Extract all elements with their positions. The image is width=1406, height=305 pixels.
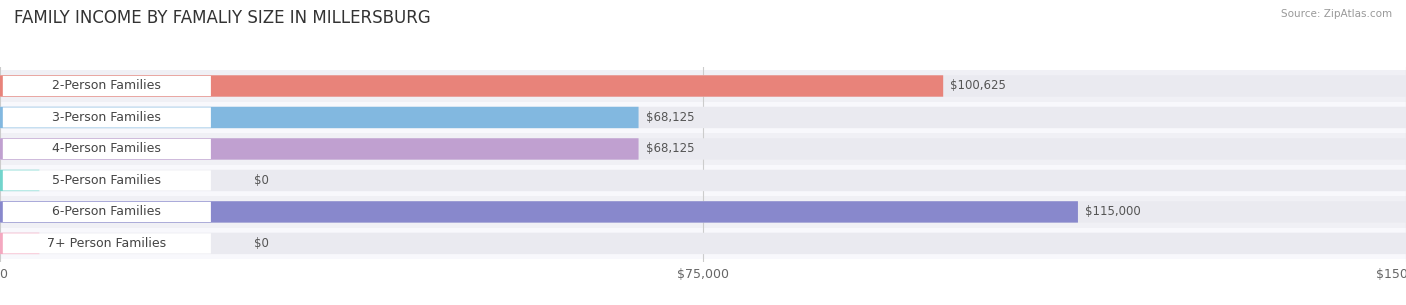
FancyBboxPatch shape: [0, 107, 638, 128]
FancyBboxPatch shape: [0, 233, 39, 254]
FancyBboxPatch shape: [3, 202, 211, 222]
FancyBboxPatch shape: [0, 170, 39, 191]
FancyBboxPatch shape: [0, 228, 1406, 259]
FancyBboxPatch shape: [0, 138, 1406, 160]
Text: 2-Person Families: 2-Person Families: [52, 80, 162, 92]
FancyBboxPatch shape: [3, 76, 211, 96]
FancyBboxPatch shape: [0, 107, 1406, 128]
FancyBboxPatch shape: [0, 165, 1406, 196]
Text: $100,625: $100,625: [950, 80, 1007, 92]
Text: FAMILY INCOME BY FAMALIY SIZE IN MILLERSBURG: FAMILY INCOME BY FAMALIY SIZE IN MILLERS…: [14, 9, 430, 27]
FancyBboxPatch shape: [3, 107, 211, 127]
FancyBboxPatch shape: [0, 75, 943, 97]
Text: $68,125: $68,125: [645, 111, 695, 124]
FancyBboxPatch shape: [0, 201, 1078, 223]
Text: Source: ZipAtlas.com: Source: ZipAtlas.com: [1281, 9, 1392, 19]
Text: 6-Person Families: 6-Person Families: [52, 206, 162, 218]
Text: $0: $0: [254, 174, 270, 187]
FancyBboxPatch shape: [3, 170, 211, 191]
Text: $68,125: $68,125: [645, 142, 695, 156]
FancyBboxPatch shape: [0, 133, 1406, 165]
Text: 5-Person Families: 5-Person Families: [52, 174, 162, 187]
Text: 4-Person Families: 4-Person Families: [52, 142, 162, 156]
FancyBboxPatch shape: [0, 170, 1406, 191]
Text: 3-Person Families: 3-Person Families: [52, 111, 162, 124]
Text: 7+ Person Families: 7+ Person Families: [48, 237, 166, 250]
FancyBboxPatch shape: [0, 196, 1406, 228]
FancyBboxPatch shape: [0, 233, 1406, 254]
FancyBboxPatch shape: [0, 102, 1406, 133]
Text: $0: $0: [254, 237, 270, 250]
FancyBboxPatch shape: [3, 139, 211, 159]
FancyBboxPatch shape: [3, 233, 211, 253]
FancyBboxPatch shape: [0, 138, 638, 160]
FancyBboxPatch shape: [0, 70, 1406, 102]
FancyBboxPatch shape: [0, 75, 1406, 97]
Text: $115,000: $115,000: [1085, 206, 1140, 218]
FancyBboxPatch shape: [0, 201, 1406, 223]
